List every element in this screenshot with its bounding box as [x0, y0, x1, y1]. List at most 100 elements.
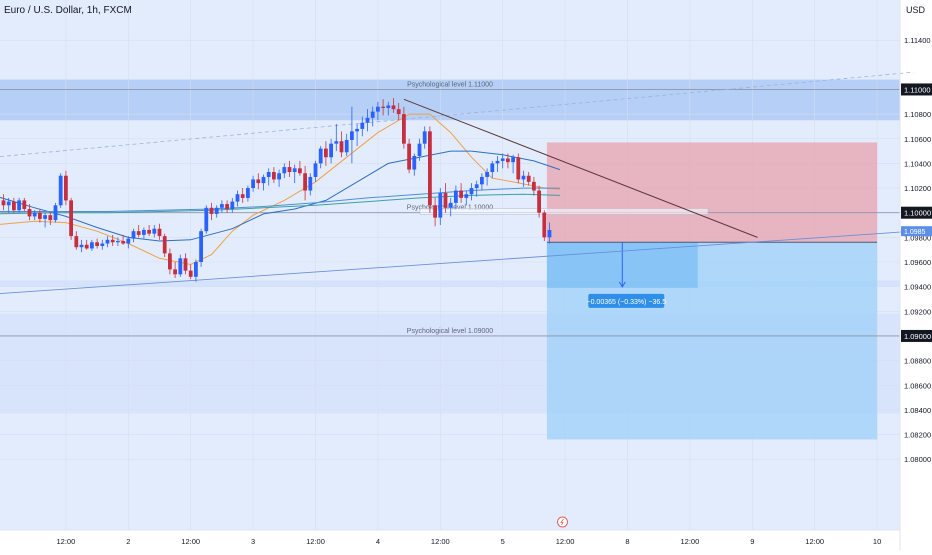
candle-bearish[interactable] — [381, 106, 385, 108]
candle-bearish[interactable] — [459, 190, 463, 198]
candle-bullish[interactable] — [214, 207, 219, 214]
candle-bullish[interactable] — [490, 163, 495, 173]
candle-bearish[interactable] — [209, 207, 214, 214]
candle-bullish[interactable] — [199, 231, 203, 262]
candle-bullish[interactable] — [266, 172, 271, 177]
candle-bullish[interactable] — [204, 207, 209, 232]
candle-bearish[interactable] — [532, 181, 536, 191]
candle-bearish[interactable] — [407, 143, 411, 170]
candle-bullish[interactable] — [90, 242, 94, 249]
candle-bearish[interactable] — [121, 241, 125, 244]
symbol-title[interactable]: Euro / U.S. Dollar, 1h, FXCM — [4, 5, 132, 16]
candle-bullish[interactable] — [142, 229, 146, 235]
candle-bullish[interactable] — [32, 212, 37, 217]
candle-bullish[interactable] — [131, 231, 136, 239]
candle-bullish[interactable] — [438, 192, 443, 218]
candle-bearish[interactable] — [136, 231, 141, 235]
candle-bullish[interactable] — [376, 106, 380, 112]
candle-bearish[interactable] — [27, 209, 32, 217]
candle-bullish[interactable] — [360, 122, 365, 129]
candle-bearish[interactable] — [64, 175, 68, 201]
candle-bullish[interactable] — [292, 168, 297, 173]
candle-bullish[interactable] — [6, 201, 11, 206]
candle-bearish[interactable] — [256, 179, 261, 184]
candle-bearish[interactable] — [428, 131, 432, 206]
candle-bearish[interactable] — [84, 244, 89, 249]
candle-bullish[interactable] — [105, 239, 110, 244]
candle-bearish[interactable] — [173, 269, 177, 275]
candle-bullish[interactable] — [334, 141, 339, 144]
candle-bullish[interactable] — [370, 111, 375, 118]
candle-bullish[interactable] — [235, 194, 240, 202]
candle-bullish[interactable] — [485, 172, 489, 177]
candle-bullish[interactable] — [521, 175, 526, 180]
candle-bullish[interactable] — [469, 188, 474, 195]
candle-bullish[interactable] — [178, 258, 183, 275]
candle-bullish[interactable] — [220, 204, 224, 208]
stop-loss-zone[interactable] — [546, 142, 878, 243]
candle-bullish[interactable] — [251, 179, 255, 189]
candle-bearish[interactable] — [22, 200, 27, 210]
candle-bearish[interactable] — [396, 109, 401, 115]
candle-bearish[interactable] — [240, 194, 245, 198]
candle-bullish[interactable] — [58, 175, 63, 206]
candle-bearish[interactable] — [506, 158, 510, 163]
candle-bearish[interactable] — [147, 229, 151, 234]
candle-bullish[interactable] — [417, 143, 422, 157]
candle-bullish[interactable] — [277, 173, 281, 180]
candle-bearish[interactable] — [225, 204, 229, 210]
candle-bearish[interactable] — [1, 200, 6, 206]
candle-bullish[interactable] — [344, 139, 349, 153]
candle-bullish[interactable] — [474, 184, 479, 189]
candle-bearish[interactable] — [188, 270, 193, 277]
candle-bullish[interactable] — [464, 194, 469, 198]
candle-bullish[interactable] — [422, 131, 427, 144]
candle-bearish[interactable] — [157, 228, 162, 237]
candle-bullish[interactable] — [480, 176, 484, 185]
candle-bearish[interactable] — [38, 212, 42, 219]
event-marker-icon[interactable] — [557, 516, 568, 528]
candle-bullish[interactable] — [329, 143, 333, 158]
descending-trendline[interactable] — [403, 98, 758, 238]
candle-bullish[interactable] — [365, 117, 370, 123]
candle-bearish[interactable] — [48, 215, 53, 221]
candle-bearish[interactable] — [183, 258, 188, 271]
candle-bullish[interactable] — [350, 131, 354, 140]
measure-label-box[interactable] — [588, 293, 665, 308]
candle-bullish[interactable] — [355, 128, 359, 132]
candle-bearish[interactable] — [526, 175, 531, 182]
candle-bullish[interactable] — [313, 163, 318, 177]
candle-bearish[interactable] — [391, 105, 396, 110]
candle-bullish[interactable] — [17, 200, 21, 211]
candle-bullish[interactable] — [194, 262, 198, 277]
candle-bullish[interactable] — [43, 215, 47, 219]
candle-bullish[interactable] — [318, 148, 323, 164]
candle-bearish[interactable] — [443, 192, 448, 208]
candle-bullish[interactable] — [495, 160, 500, 164]
candle-bearish[interactable] — [303, 173, 307, 191]
dashed-channel-line[interactable] — [0, 71, 914, 158]
candle-bullish[interactable] — [116, 241, 120, 243]
candle-bearish[interactable] — [287, 167, 292, 173]
candle-bullish[interactable] — [454, 190, 458, 203]
candle-bullish[interactable] — [448, 202, 453, 208]
candle-bullish[interactable] — [261, 176, 266, 184]
candle-bullish[interactable] — [282, 167, 287, 174]
candle-bullish[interactable] — [126, 238, 131, 244]
candle-bullish[interactable] — [246, 188, 250, 198]
candle-bullish[interactable] — [511, 157, 515, 163]
candle-bearish[interactable] — [516, 157, 521, 180]
candle-bearish[interactable] — [542, 212, 547, 238]
candle-bullish[interactable] — [386, 105, 391, 108]
candle-bullish[interactable] — [547, 229, 552, 238]
candle-bearish[interactable] — [402, 114, 406, 144]
candle-bullish[interactable] — [53, 205, 58, 221]
candle-bearish[interactable] — [537, 190, 541, 213]
candle-bullish[interactable] — [152, 228, 157, 234]
candle-bearish[interactable] — [339, 141, 344, 153]
candle-bearish[interactable] — [272, 172, 276, 180]
candle-bullish[interactable] — [100, 243, 105, 246]
candle-bearish[interactable] — [433, 205, 437, 218]
